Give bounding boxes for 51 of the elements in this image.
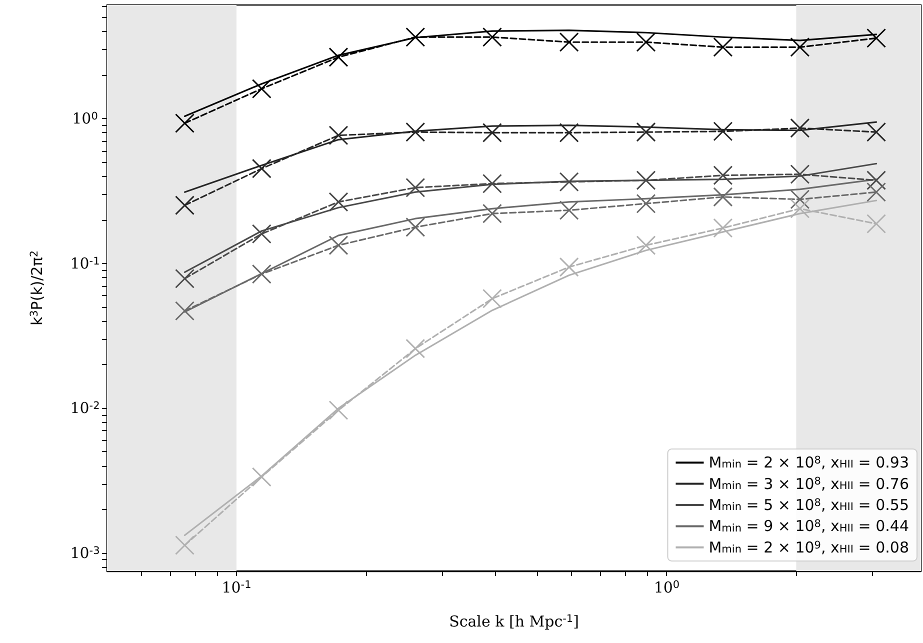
point [559,122,579,142]
point [866,182,886,202]
point [713,122,733,142]
point [790,198,810,218]
point [559,200,579,220]
point [328,192,348,212]
point [559,257,579,277]
point [713,37,733,57]
point [866,28,886,48]
point [559,32,579,52]
point [713,166,733,186]
point [790,118,810,138]
point [482,27,502,47]
point [790,164,810,184]
point [406,178,426,198]
point [252,78,272,98]
point [174,113,194,133]
point [174,196,194,216]
point [252,467,272,487]
point [406,217,426,237]
y-axis-title: k3P(k)/2π2 [28,250,46,326]
point [790,37,810,57]
point [252,264,272,284]
point [482,204,502,224]
point [328,236,348,256]
point [328,47,348,67]
point [559,172,579,192]
point [636,170,656,190]
point [406,27,426,47]
point [406,122,426,142]
point [636,32,656,52]
point [482,174,502,194]
point [790,190,810,210]
point [713,218,733,238]
point [482,122,502,142]
point [713,187,733,207]
point [328,400,348,420]
point [636,194,656,214]
point [866,214,886,234]
point [174,535,194,555]
point [866,122,886,142]
point [252,158,272,178]
point [636,236,656,256]
point [252,224,272,244]
point [866,170,886,190]
point [174,268,194,288]
point [406,338,426,358]
point [636,122,656,142]
point [174,301,194,321]
point [482,288,502,308]
point [328,126,348,146]
